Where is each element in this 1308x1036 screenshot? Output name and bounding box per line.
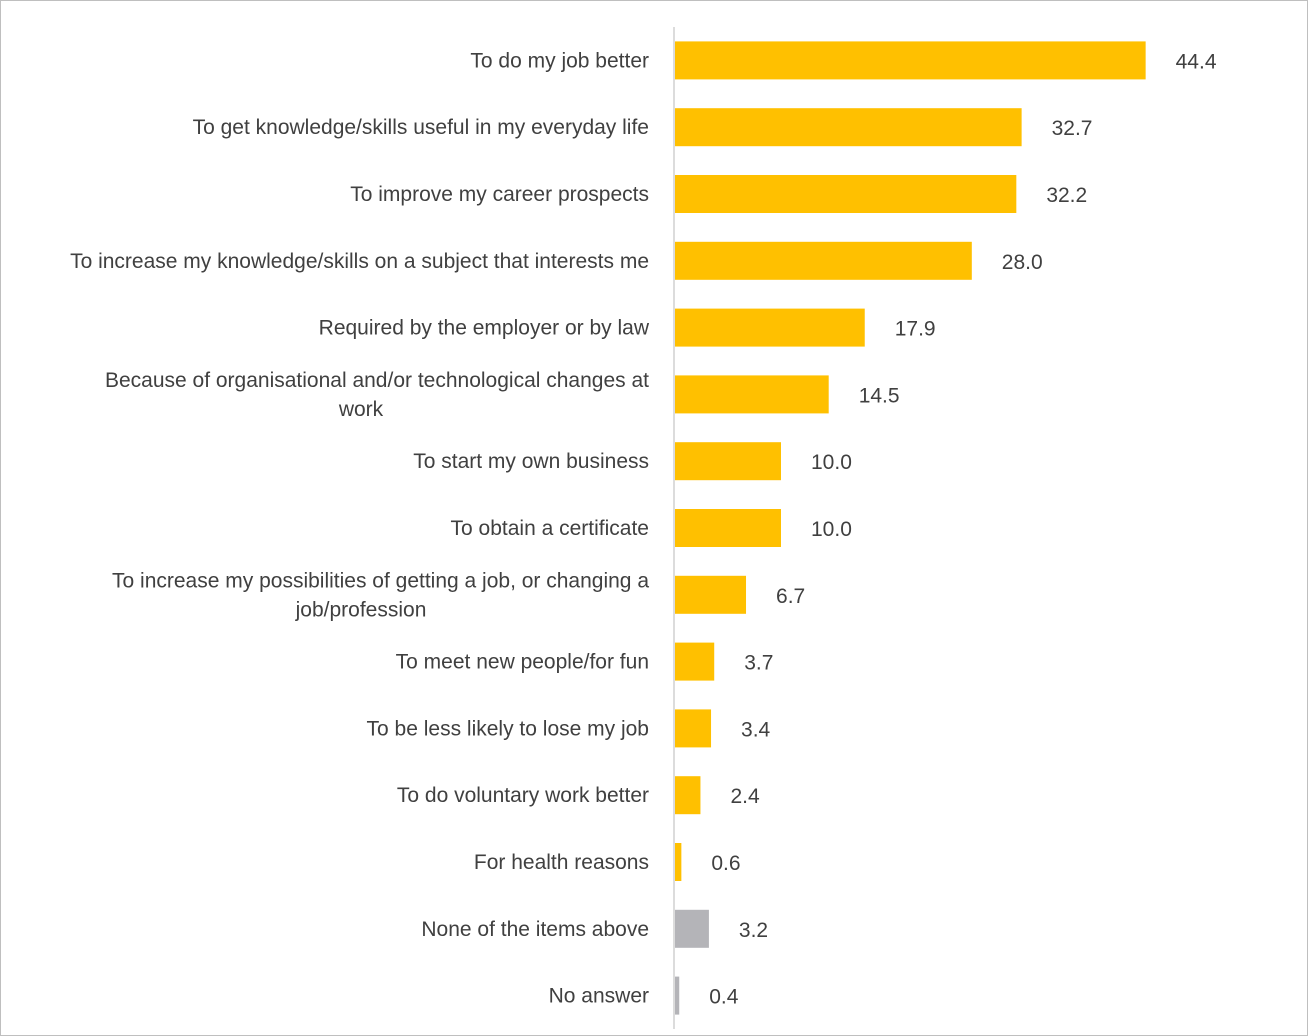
value-label: 0.6 — [711, 852, 740, 875]
category-label-line: To do my job better — [470, 49, 649, 72]
bar — [675, 108, 1022, 147]
bar — [675, 976, 680, 1015]
category-label: To start my own business — [413, 450, 649, 473]
category-labels-group: To do my job better To get knowledge/skil… — [70, 49, 650, 1007]
value-label: 44.4 — [1176, 50, 1217, 73]
bar — [675, 509, 781, 547]
category-label: To increase my knowledge/skills on a sub… — [70, 250, 649, 273]
bar — [675, 909, 709, 948]
value-label: 32.7 — [1052, 117, 1093, 140]
category-label: To meet new people/for fun — [396, 651, 649, 674]
category-label-line: To be less likely to lose my job — [367, 717, 649, 740]
bar — [675, 308, 865, 347]
value-labels-group: 44.4 32.7 32.2 28.0 17.9 14.5 10.0 10.0 6.7 3.7 3.… — [709, 50, 1217, 1008]
value-label: 32.2 — [1046, 184, 1087, 207]
category-label-line: To increase my possibilities of getting … — [112, 569, 649, 592]
category-label-line: To do voluntary work better — [397, 784, 649, 807]
bar — [675, 442, 781, 481]
category-label: To do my job better — [470, 49, 649, 72]
category-label-line: Because of organisational and/or technol… — [105, 369, 649, 392]
bars-group — [675, 41, 1146, 1015]
bar — [675, 375, 829, 414]
value-label: 10.0 — [811, 518, 852, 541]
category-label-line: For health reasons — [474, 851, 649, 874]
category-label-line: To increase my knowledge/skills on a sub… — [70, 250, 649, 273]
bar — [675, 776, 701, 815]
value-label: 3.2 — [739, 919, 768, 942]
category-label: To be less likely to lose my job — [367, 717, 649, 740]
bar — [675, 843, 682, 881]
bar — [675, 575, 747, 614]
category-label-line: To get knowledge/skills useful in my eve… — [193, 116, 649, 139]
category-label-line: To obtain a certificate — [451, 517, 649, 540]
value-label: 2.4 — [730, 785, 760, 808]
category-label: None of the items above — [421, 918, 649, 941]
bar — [675, 709, 712, 748]
value-label: 3.7 — [744, 652, 773, 675]
category-label: To do voluntary work better — [397, 784, 649, 807]
bar — [675, 642, 715, 681]
category-label: To increase my possibilities of getting … — [112, 569, 649, 621]
value-label: 14.5 — [859, 384, 900, 407]
category-label-line: To start my own business — [413, 450, 649, 473]
value-label: 10.0 — [811, 451, 852, 474]
bar — [675, 241, 972, 280]
value-label: 6.7 — [776, 585, 805, 608]
value-label: 17.9 — [895, 318, 936, 341]
category-label: Required by the employer or by law — [319, 317, 650, 340]
category-label: Because of organisational and/or technol… — [105, 369, 649, 421]
category-label-line: No answer — [549, 985, 649, 1008]
bar — [675, 175, 1017, 213]
category-label-line: job/profession — [295, 598, 427, 621]
value-label: 0.4 — [709, 986, 739, 1009]
bar — [675, 41, 1146, 80]
category-label: To improve my career prospects — [350, 183, 649, 206]
category-label-line: To meet new people/for fun — [396, 651, 649, 674]
category-label-line: To improve my career prospects — [350, 183, 649, 206]
category-label: For health reasons — [474, 851, 649, 874]
value-label: 3.4 — [741, 718, 771, 741]
value-label: 28.0 — [1002, 251, 1043, 274]
category-label: To obtain a certificate — [451, 517, 649, 540]
category-label-line: work — [338, 398, 384, 421]
category-label: To get knowledge/skills useful in my eve… — [193, 116, 649, 139]
category-label-line: None of the items above — [421, 918, 649, 941]
category-label-line: Required by the employer or by law — [319, 317, 650, 340]
category-label: No answer — [549, 985, 649, 1008]
